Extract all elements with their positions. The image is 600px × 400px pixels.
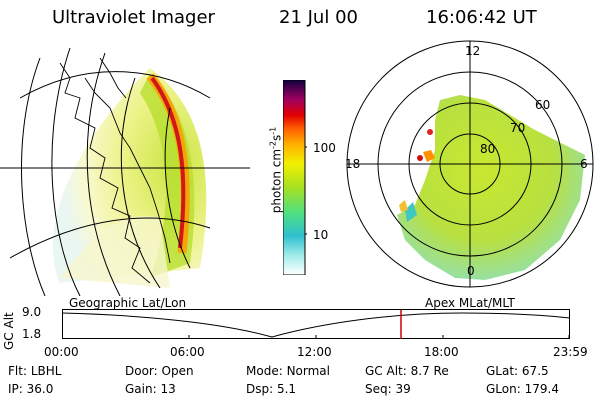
polar-image-panel bbox=[346, 40, 594, 288]
xtick-2359: 23:59 bbox=[553, 345, 588, 359]
param-dsp: Dsp: 5.1 bbox=[246, 382, 297, 396]
mlt-label-12: 12 bbox=[465, 44, 481, 58]
geographic-image-panel bbox=[0, 47, 250, 296]
colorbar-tick-100: 100 bbox=[313, 141, 336, 155]
param-gain: Gain: 13 bbox=[125, 382, 176, 396]
param-gc-alt: GC Alt: 8.7 Re bbox=[365, 364, 449, 378]
altitude-ytick-low: 1.8 bbox=[22, 327, 42, 341]
mlat-label-60: 60 bbox=[535, 98, 551, 112]
altitude-ylabel: GC Alt bbox=[2, 312, 16, 350]
mlt-label-18: 18 bbox=[345, 157, 361, 171]
colorbar-label: photon cm-2s-1 bbox=[269, 127, 284, 214]
geographic-caption: Geographic Lat/Lon bbox=[69, 296, 187, 310]
mlt-label-6: 6 bbox=[580, 157, 588, 171]
mlt-label-0: 0 bbox=[467, 264, 475, 278]
xtick-1800: 18:00 bbox=[424, 345, 459, 359]
mlat-label-80: 80 bbox=[480, 142, 496, 156]
param-seq: Seq: 39 bbox=[365, 382, 411, 396]
param-glat: GLat: 67.5 bbox=[486, 364, 549, 378]
param-glon: GLon: 179.4 bbox=[486, 382, 559, 396]
xtick-1200: 12:00 bbox=[297, 345, 332, 359]
colorbar-tick-10: 10 bbox=[313, 228, 329, 242]
mlat-label-70: 70 bbox=[510, 121, 526, 135]
altitude-plot bbox=[62, 309, 571, 339]
observation-time: 16:06:42 UT bbox=[426, 7, 537, 28]
xtick-0000: 00:00 bbox=[44, 345, 79, 359]
polar-caption: Apex MLat/MLT bbox=[425, 296, 515, 310]
colorbar-label-base: photon cm bbox=[269, 148, 284, 214]
xtick-0600: 06:00 bbox=[170, 345, 205, 359]
colorbar-label-mid: s bbox=[269, 134, 284, 141]
param-mode: Mode: Normal bbox=[246, 364, 330, 378]
instrument-title: Ultraviolet Imager bbox=[52, 7, 215, 28]
colorbar-label-exp2: -1 bbox=[268, 126, 278, 135]
observation-date: 21 Jul 00 bbox=[279, 7, 358, 28]
param-door: Door: Open bbox=[125, 364, 194, 378]
altitude-ytick-high: 9.0 bbox=[22, 305, 42, 319]
param-flt: Flt: LBHL bbox=[8, 364, 62, 378]
colorbar-label-exp1: -2 bbox=[268, 140, 278, 149]
colorbar bbox=[283, 80, 307, 275]
param-ip: IP: 36.0 bbox=[8, 382, 54, 396]
